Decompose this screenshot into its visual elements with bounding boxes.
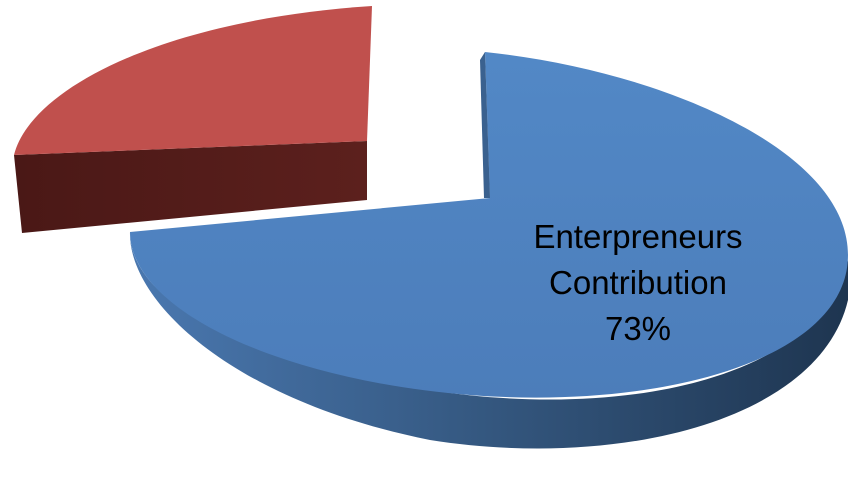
slice-data-label-line: Enterpreneurs — [533, 218, 742, 255]
pie-slice-blue-top — [130, 52, 848, 398]
pie-slice-enterpreneurs-contribution — [129, 52, 849, 449]
pie-slice-blue-side — [129, 232, 849, 449]
pie-slice-other — [14, 6, 372, 233]
pie-slice-red-top — [14, 6, 372, 155]
slice-data-label-line: 73% — [605, 310, 671, 347]
slice-data-label: Enterpreneurs Contribution 73% — [533, 218, 742, 347]
pie-slice-red-side — [14, 141, 367, 233]
slice-data-label-line: Contribution — [549, 264, 727, 301]
pie-slice-blue-edge-shade — [480, 52, 490, 198]
